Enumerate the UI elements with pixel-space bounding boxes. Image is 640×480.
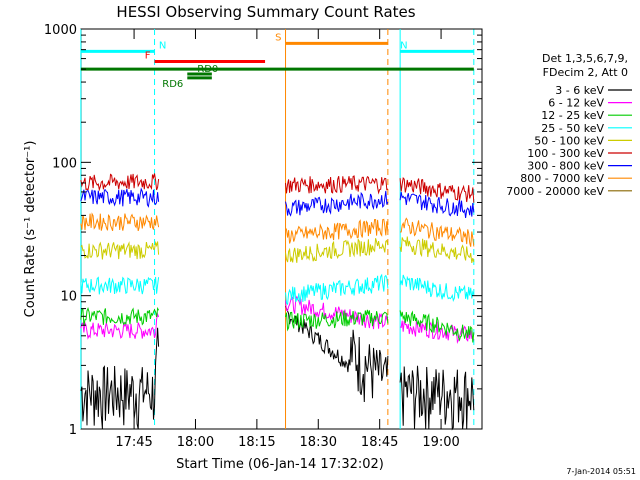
series-line-0-1	[285, 305, 389, 403]
series-line-4-1	[285, 237, 389, 263]
legend: Det 1,3,5,6,7,9,FDecim 2, Att 0 3 - 6 keV…	[506, 52, 632, 198]
series-line-4-0	[80, 240, 160, 260]
y-tick-label: 1	[69, 423, 77, 438]
legend-header-line: FDecim 2, Att 0	[543, 66, 628, 79]
legend-entry-label: 3 - 6 keV	[555, 84, 604, 97]
x-tick-label: 18:30	[300, 435, 337, 450]
series-line-3-1	[285, 273, 389, 306]
series-line-5-1	[285, 175, 389, 195]
series-line-5-0	[80, 173, 160, 192]
series-line-3-0	[80, 276, 160, 295]
axes: 1 10 100 1000 17:45 18:00 18:15 18:30 18:45 19:00	[44, 23, 482, 450]
series-line-7-0	[80, 212, 160, 232]
x-axis-label: Start Time (06-Jan-14 17:32:02)	[176, 457, 384, 472]
series-line-6-2	[399, 192, 475, 218]
legend-entry-label: 800 - 7000 keV	[520, 172, 604, 185]
series-line-0-0	[80, 327, 160, 430]
annotation-label-3: S	[275, 32, 281, 43]
annotation-label-1: N	[400, 40, 407, 51]
x-tick-label: 18:15	[238, 435, 275, 450]
series-line-5-2	[399, 177, 475, 203]
y-tick-label: 100	[52, 156, 77, 171]
series-line-2-2	[399, 310, 475, 343]
series-line-1-0	[80, 312, 160, 340]
series-line-3-2	[399, 274, 475, 302]
annotation-label-5: RD0	[197, 64, 218, 75]
x-tick-label: 18:00	[177, 435, 214, 450]
x-tick-label: 17:45	[115, 435, 152, 450]
legend-entry-label: 12 - 25 keV	[541, 109, 604, 122]
legend-entry-label: 100 - 300 keV	[527, 147, 604, 160]
annotation-label-6: RD6	[162, 79, 183, 90]
series-line-2-1	[285, 309, 389, 332]
y-tick-label: 1000	[44, 23, 77, 38]
legend-entry-label: 6 - 12 keV	[548, 97, 604, 110]
y-axis-label: Count Rate (s⁻¹ detector⁻¹)	[23, 141, 38, 318]
series-line-6-0	[80, 187, 160, 208]
chart-title: HESSI Observing Summary Count Rates	[116, 3, 415, 21]
plot-frame	[80, 28, 483, 430]
legend-entry-label: 25 - 50 keV	[541, 122, 604, 135]
x-tick-label: 18:45	[361, 435, 398, 450]
legend-entry-label: 7000 - 20000 keV	[506, 185, 604, 198]
annotation-label-0: N	[159, 40, 166, 51]
annotation-label-2: F	[145, 51, 151, 62]
series-line-7-1	[285, 218, 389, 244]
series-line-2-0	[80, 306, 160, 326]
x-tick-label: 19:00	[422, 435, 459, 450]
legend-entry-label: 50 - 100 keV	[534, 134, 604, 147]
y-tick-label: 10	[60, 290, 77, 305]
series-line-0-2	[399, 365, 475, 431]
series-line-7-2	[400, 217, 475, 247]
series-line-6-1	[285, 190, 389, 217]
series-line-4-2	[399, 236, 475, 264]
footer-timestamp: 7-Jan-2014 05:51	[566, 467, 636, 476]
legend-header-line: Det 1,3,5,6,7,9,	[542, 52, 628, 65]
legend-entry-label: 300 - 800 keV	[527, 160, 604, 173]
